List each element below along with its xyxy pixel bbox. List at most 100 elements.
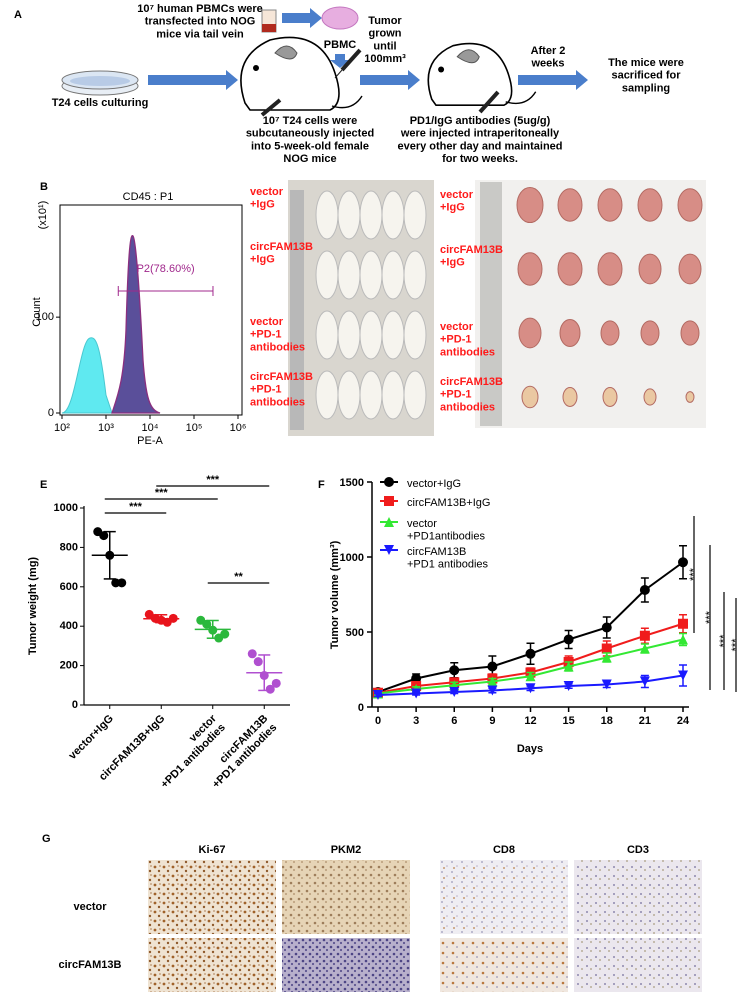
tumor-in-photo — [557, 188, 583, 222]
y-tick-label: 1000 — [340, 552, 364, 564]
blood-tube-fill — [262, 24, 276, 32]
panel-label: A — [14, 9, 22, 21]
marker — [639, 585, 650, 595]
flow-arrow — [148, 70, 238, 90]
mouse-tail — [331, 95, 363, 109]
y-tick-label: 0 — [72, 699, 78, 711]
pbmc-text: PBMC — [324, 39, 356, 51]
significance-label: *** — [718, 634, 730, 648]
panel-label: F — [318, 479, 325, 491]
ihc-image — [440, 938, 568, 992]
y-tick-label: 1000 — [54, 502, 78, 514]
marker — [563, 661, 574, 672]
y-scale-label: (x10¹) — [37, 201, 49, 230]
x-tick-label: 12 — [524, 715, 536, 727]
histogram-main — [111, 235, 161, 414]
y-tick-label: 800 — [60, 541, 78, 553]
significance-label: *** — [688, 567, 700, 581]
x-axis-label: PE-A — [137, 435, 163, 447]
y-tick-label: 500 — [346, 627, 364, 639]
mouse-in-photo — [359, 250, 383, 300]
t24-injection-text: 10⁷ T24 cells were subcutaneously injecte… — [246, 115, 374, 165]
mouse-in-photo — [403, 250, 427, 300]
group-label: vector +IgG — [440, 189, 474, 214]
group-label: circFAM13B +PD-1 antibodies — [440, 376, 503, 413]
chart-title: CD45 : P1 — [123, 191, 174, 203]
tumor-in-photo — [677, 188, 703, 222]
legend-marker — [384, 477, 394, 487]
tumor-in-photo — [685, 391, 695, 403]
group-label: vector — [73, 901, 107, 913]
y-tick-label: 600 — [60, 581, 78, 593]
flow-arrow — [360, 70, 420, 90]
marker — [525, 671, 536, 682]
marker — [601, 643, 612, 654]
group-label: circFAM13B — [59, 959, 122, 971]
tumor-in-photo — [559, 319, 581, 347]
marker — [678, 557, 688, 568]
mouse-in-photo — [359, 370, 383, 420]
group-label: vector +PD-1 antibodies — [250, 316, 305, 353]
tumor-in-photo — [562, 387, 578, 407]
stain-label: PKM2 — [331, 844, 362, 856]
ihc-image — [574, 860, 702, 934]
flow-arrow — [282, 8, 322, 28]
data-point — [202, 619, 212, 629]
marker — [601, 622, 612, 633]
tumor-growth-text: Tumor grown until 100mm³ — [364, 15, 406, 65]
syringe — [340, 48, 362, 72]
mouse-in-photo — [315, 190, 339, 240]
marker — [487, 685, 498, 696]
culture-text: T24 cells culturing — [52, 97, 149, 109]
gate-label: P2(78.60%) — [137, 263, 195, 275]
syringe-needle — [334, 69, 343, 79]
panel-label: G — [42, 833, 51, 845]
y-axis-label: Tumor volume (mm³) — [329, 540, 341, 649]
legend-label: circFAM13B+IgG — [407, 497, 490, 509]
x-tick-label: 10⁵ — [186, 422, 203, 434]
x-axis-label: Days — [517, 743, 543, 755]
panel-label: E — [40, 479, 47, 491]
mouse-in-photo — [381, 370, 405, 420]
mouse-ear — [274, 45, 298, 60]
tumor-in-photo — [643, 388, 657, 406]
data-point — [117, 578, 127, 588]
pbmc-cells — [321, 6, 359, 30]
x-tick-label: 24 — [677, 715, 690, 727]
mouse-eye — [253, 65, 259, 71]
significance-label: *** — [155, 487, 169, 499]
y-axis-label: Count — [31, 297, 43, 326]
marker — [601, 652, 612, 663]
tumor-in-photo — [678, 253, 702, 285]
group-label: circFAM13B +IgG — [250, 241, 313, 266]
marker — [373, 690, 383, 700]
mouse-in-photo — [359, 310, 383, 360]
panel-label: B — [40, 181, 48, 193]
marker — [449, 687, 460, 697]
marker — [678, 618, 688, 629]
significance-label: *** — [129, 501, 143, 513]
significance-label: *** — [704, 610, 716, 624]
x-tick-label: 10⁶ — [230, 422, 247, 434]
pbmc-injection-text: 10⁷ human PBMCs were transfected into NOG… — [137, 3, 263, 40]
mouse-in-photo — [381, 310, 405, 360]
marker — [525, 683, 536, 694]
marker — [678, 634, 688, 645]
ihc-image — [148, 938, 276, 992]
plot-frame — [59, 204, 243, 416]
x-tick-label: 10³ — [98, 422, 114, 434]
y-tick-label: 0 — [358, 702, 364, 714]
mouse-in-photo — [315, 370, 339, 420]
group-label: vector +IgG — [250, 186, 284, 211]
syringe — [478, 90, 500, 114]
ihc-image — [148, 860, 276, 934]
tumor-in-photo — [638, 253, 662, 285]
y-axis-label: Tumor weight (mg) — [27, 557, 39, 656]
legend-label: vector +PD1antibodies — [407, 518, 485, 543]
ihc-image — [282, 938, 410, 992]
significance-label: *** — [206, 474, 220, 486]
data-point — [265, 684, 275, 694]
tumor-in-photo — [637, 188, 663, 222]
marker — [678, 670, 688, 681]
cells — [70, 76, 130, 86]
